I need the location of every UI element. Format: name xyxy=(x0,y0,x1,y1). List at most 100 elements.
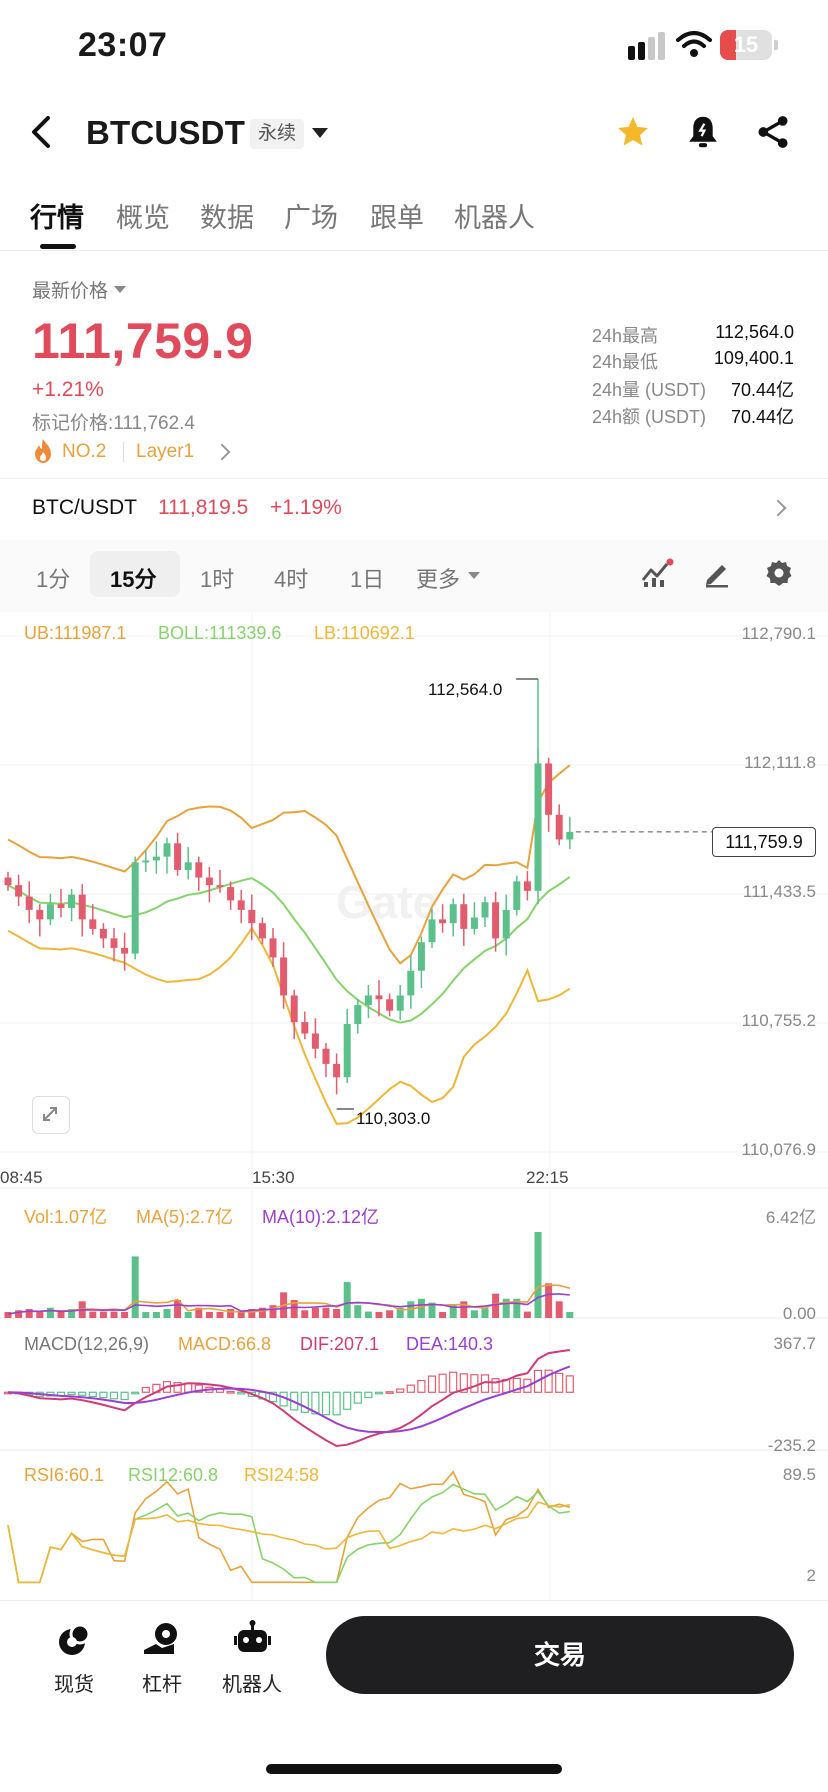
mark-price-value: 111,762.4 xyxy=(113,413,195,434)
macd-histogram-bar xyxy=(120,1391,129,1401)
battery-level: 15 xyxy=(733,32,759,57)
nav-bots-label[interactable]: 机器人 xyxy=(222,1674,282,1696)
vol-ma5-label: MA(5):2.7亿 xyxy=(136,1207,234,1227)
candle-body xyxy=(121,947,129,954)
macd-histogram-bar xyxy=(427,1375,437,1393)
kline-chart[interactable]: Gate xyxy=(0,612,828,1602)
share-icon[interactable] xyxy=(756,114,790,150)
interval-1m[interactable]: 1分 xyxy=(36,567,71,592)
favorite-star-icon[interactable] xyxy=(614,114,652,150)
spot-icon[interactable] xyxy=(54,1620,94,1660)
y-axis-label-2: 111,433.5 xyxy=(742,882,816,901)
macd-histogram-bar xyxy=(555,1372,564,1393)
chart-settings-gear-icon[interactable] xyxy=(764,558,794,588)
boll-upper-band xyxy=(7,764,571,965)
rank-badge[interactable]: NO.2 xyxy=(62,441,107,462)
interval-more-dropdown-icon[interactable] xyxy=(468,572,480,579)
bot-robot-icon[interactable] xyxy=(232,1620,272,1660)
interval-15m[interactable]: 15分 xyxy=(110,567,157,592)
spot-chevron-icon[interactable] xyxy=(769,499,787,517)
candle-body xyxy=(227,887,235,901)
vol-axis-min: 0.00 xyxy=(782,1304,816,1323)
expand-chart-button[interactable] xyxy=(32,1096,70,1134)
candle-body xyxy=(184,862,192,870)
tab-overview[interactable]: 概览 xyxy=(116,203,170,233)
category-tag[interactable]: Layer1 xyxy=(136,441,195,462)
rsi12-line xyxy=(7,1483,570,1584)
macd-axis-min: -235.2 xyxy=(767,1436,816,1455)
tab-copy-trading[interactable]: 跟单 xyxy=(370,203,424,233)
trade-button[interactable]: 交易 xyxy=(326,1616,794,1694)
volume-bar xyxy=(36,1311,44,1318)
macd-histogram-bar xyxy=(565,1375,574,1393)
margin-icon[interactable] xyxy=(142,1620,182,1660)
tab-market[interactable]: 行情 xyxy=(30,203,84,233)
pair-title[interactable]: BTCUSDT xyxy=(86,114,246,151)
volume-bar xyxy=(152,1312,160,1318)
tab-square[interactable]: 广场 xyxy=(284,203,338,233)
macd-histogram-bar xyxy=(88,1391,97,1398)
volume-bar xyxy=(449,1305,457,1318)
volume-bar xyxy=(110,1311,118,1318)
indicators-icon[interactable] xyxy=(640,558,674,588)
price-change-percent: +1.21% xyxy=(32,378,104,401)
tab-bots[interactable]: 机器人 xyxy=(454,203,535,233)
stat-label-24h-turnover: 24h额 (USDT) xyxy=(592,407,707,427)
stat-label-24h-low: 24h最低 xyxy=(592,352,659,372)
active-interval-pill xyxy=(90,551,180,597)
stat-label-24h-high: 24h最高 xyxy=(592,326,659,346)
macd-histogram-bar xyxy=(353,1391,362,1404)
volume-bar xyxy=(46,1307,54,1318)
current-price-tag[interactable]: 111,759.9 xyxy=(712,827,816,857)
stat-label-24h-volume: 24h量 (USDT) xyxy=(592,380,707,400)
boll-mid-label: BOLL:111339.6 xyxy=(158,623,282,643)
drawing-pen-icon[interactable] xyxy=(702,558,732,588)
rsi-axis-max: 89.5 xyxy=(782,1465,816,1484)
mark-price-label: 标记价格: xyxy=(32,413,114,434)
rsi6-line xyxy=(7,1470,571,1584)
volume-bar xyxy=(375,1312,383,1318)
x-axis-label-1: 15:30 xyxy=(252,1168,295,1187)
candle-body xyxy=(195,862,203,878)
price-alert-bell-icon[interactable] xyxy=(686,114,720,150)
interval-more[interactable]: 更多 xyxy=(416,567,461,592)
candle-body xyxy=(481,902,489,918)
back-arrow-icon[interactable] xyxy=(28,114,56,150)
interval-1h[interactable]: 1时 xyxy=(200,567,235,592)
contract-type-badge[interactable]: 永续 xyxy=(250,119,305,149)
candle-body xyxy=(523,881,531,891)
category-chevron-icon[interactable] xyxy=(213,443,231,461)
volume-bar xyxy=(545,1283,553,1318)
x-axis-label-2: 22:15 xyxy=(526,1168,569,1187)
volume-bar xyxy=(174,1300,182,1318)
candle-body xyxy=(417,942,425,971)
volume-bar xyxy=(205,1312,213,1318)
interval-4h[interactable]: 4时 xyxy=(274,567,309,592)
latest-price-label[interactable]: 最新价格 xyxy=(32,281,109,302)
latest-price-dropdown-icon[interactable] xyxy=(114,286,126,293)
macd-histogram-bar xyxy=(512,1377,521,1393)
macd-histogram-bar xyxy=(173,1382,182,1393)
candle-body xyxy=(502,909,510,939)
y-axis-label-4: 110,076.9 xyxy=(741,1140,816,1159)
candle-body xyxy=(163,843,171,857)
candle-body xyxy=(439,919,447,924)
spot-pair-link[interactable]: BTC/USDT xyxy=(32,496,137,519)
nav-margin-label[interactable]: 杠杆 xyxy=(142,1674,182,1696)
interval-1d[interactable]: 1日 xyxy=(350,567,385,592)
candle-body xyxy=(258,923,266,939)
low-price-marker: 110,303.0 xyxy=(356,1109,431,1128)
volume-bar xyxy=(269,1305,277,1318)
volume-bar xyxy=(68,1309,76,1318)
macd-histogram-bar xyxy=(67,1391,76,1395)
volume-bar xyxy=(131,1256,139,1318)
macd-value-label: MACD:66.8 xyxy=(178,1334,272,1354)
volume-bar xyxy=(121,1312,129,1318)
pair-dropdown-icon[interactable] xyxy=(312,128,328,138)
nav-spot-label[interactable]: 现货 xyxy=(54,1674,94,1696)
status-time: 23:07 xyxy=(78,26,168,64)
rsi24-line xyxy=(7,1501,570,1584)
volume-bar xyxy=(534,1232,542,1318)
macd-dif-label: DIF:207.1 xyxy=(300,1334,380,1354)
tab-data[interactable]: 数据 xyxy=(200,203,254,233)
